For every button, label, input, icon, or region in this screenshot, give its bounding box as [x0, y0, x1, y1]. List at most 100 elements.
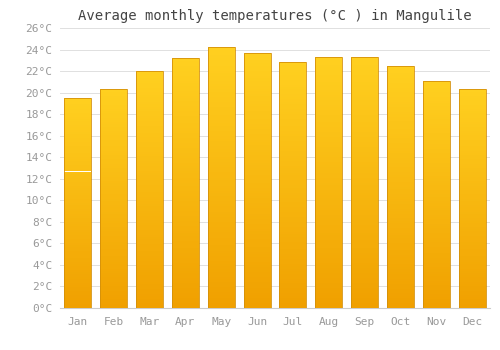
Bar — [280, 87, 306, 90]
Bar — [100, 116, 127, 118]
Bar — [458, 264, 485, 266]
Bar — [172, 173, 199, 176]
Bar — [316, 205, 342, 208]
Bar — [280, 144, 306, 146]
Bar — [244, 117, 270, 119]
Bar — [100, 146, 127, 148]
Bar — [64, 159, 92, 161]
Bar — [423, 154, 450, 156]
Bar — [136, 147, 163, 149]
Bar — [458, 256, 485, 258]
Bar — [351, 170, 378, 173]
Bar — [387, 228, 414, 230]
Bar — [280, 92, 306, 94]
Bar — [316, 125, 342, 127]
Bar — [208, 76, 234, 79]
Bar — [387, 267, 414, 269]
Bar — [64, 102, 92, 104]
Bar — [351, 120, 378, 122]
Bar — [423, 124, 450, 126]
Bar — [316, 293, 342, 295]
Bar — [351, 255, 378, 258]
Bar — [136, 161, 163, 163]
Bar — [100, 103, 127, 105]
Bar — [458, 92, 485, 94]
Bar — [316, 225, 342, 228]
Bar — [136, 88, 163, 90]
Bar — [351, 147, 378, 150]
Bar — [280, 254, 306, 257]
Bar — [100, 216, 127, 218]
Bar — [208, 266, 234, 269]
Bar — [172, 211, 199, 213]
Bar — [172, 273, 199, 275]
Bar — [64, 134, 92, 136]
Bar — [280, 281, 306, 284]
Bar — [64, 167, 92, 169]
Bar — [458, 218, 485, 220]
Bar — [316, 95, 342, 97]
Bar — [172, 193, 199, 196]
Bar — [100, 264, 127, 266]
Bar — [351, 57, 378, 308]
Bar — [100, 118, 127, 120]
Bar — [244, 130, 270, 132]
Bar — [244, 150, 270, 152]
Bar — [136, 90, 163, 92]
Bar — [423, 253, 450, 256]
Bar — [458, 290, 485, 293]
Bar — [244, 122, 270, 124]
Bar — [100, 218, 127, 220]
Bar — [136, 261, 163, 263]
Bar — [244, 63, 270, 65]
Bar — [458, 214, 485, 216]
Bar — [136, 178, 163, 180]
Bar — [172, 253, 199, 255]
Bar — [136, 218, 163, 220]
Bar — [351, 295, 378, 298]
Bar — [64, 119, 92, 121]
Bar — [423, 294, 450, 297]
Bar — [423, 279, 450, 281]
Bar — [64, 111, 92, 113]
Bar — [136, 152, 163, 154]
Bar — [244, 173, 270, 175]
Bar — [316, 268, 342, 270]
Bar — [458, 266, 485, 269]
Bar — [351, 240, 378, 243]
Bar — [458, 280, 485, 282]
Bar — [136, 277, 163, 280]
Bar — [458, 258, 485, 260]
Bar — [351, 268, 378, 270]
Bar — [458, 111, 485, 113]
Bar — [100, 208, 127, 210]
Bar — [100, 150, 127, 153]
Bar — [208, 144, 234, 146]
Bar — [351, 270, 378, 273]
Bar — [64, 115, 92, 117]
Bar — [351, 258, 378, 260]
Bar — [172, 256, 199, 258]
Bar — [458, 157, 485, 159]
Bar — [387, 189, 414, 192]
Bar — [136, 175, 163, 178]
Bar — [351, 62, 378, 65]
Bar — [458, 153, 485, 155]
Bar — [280, 188, 306, 190]
Bar — [423, 265, 450, 267]
Bar — [172, 246, 199, 248]
Bar — [100, 220, 127, 223]
Bar — [458, 188, 485, 190]
Bar — [172, 205, 199, 208]
Bar — [423, 149, 450, 151]
Bar — [423, 197, 450, 199]
Bar — [244, 175, 270, 178]
Bar — [172, 58, 199, 61]
Bar — [316, 112, 342, 115]
Bar — [172, 58, 199, 308]
Bar — [64, 140, 92, 142]
Bar — [351, 280, 378, 283]
Bar — [280, 234, 306, 237]
Bar — [387, 209, 414, 211]
Bar — [100, 231, 127, 234]
